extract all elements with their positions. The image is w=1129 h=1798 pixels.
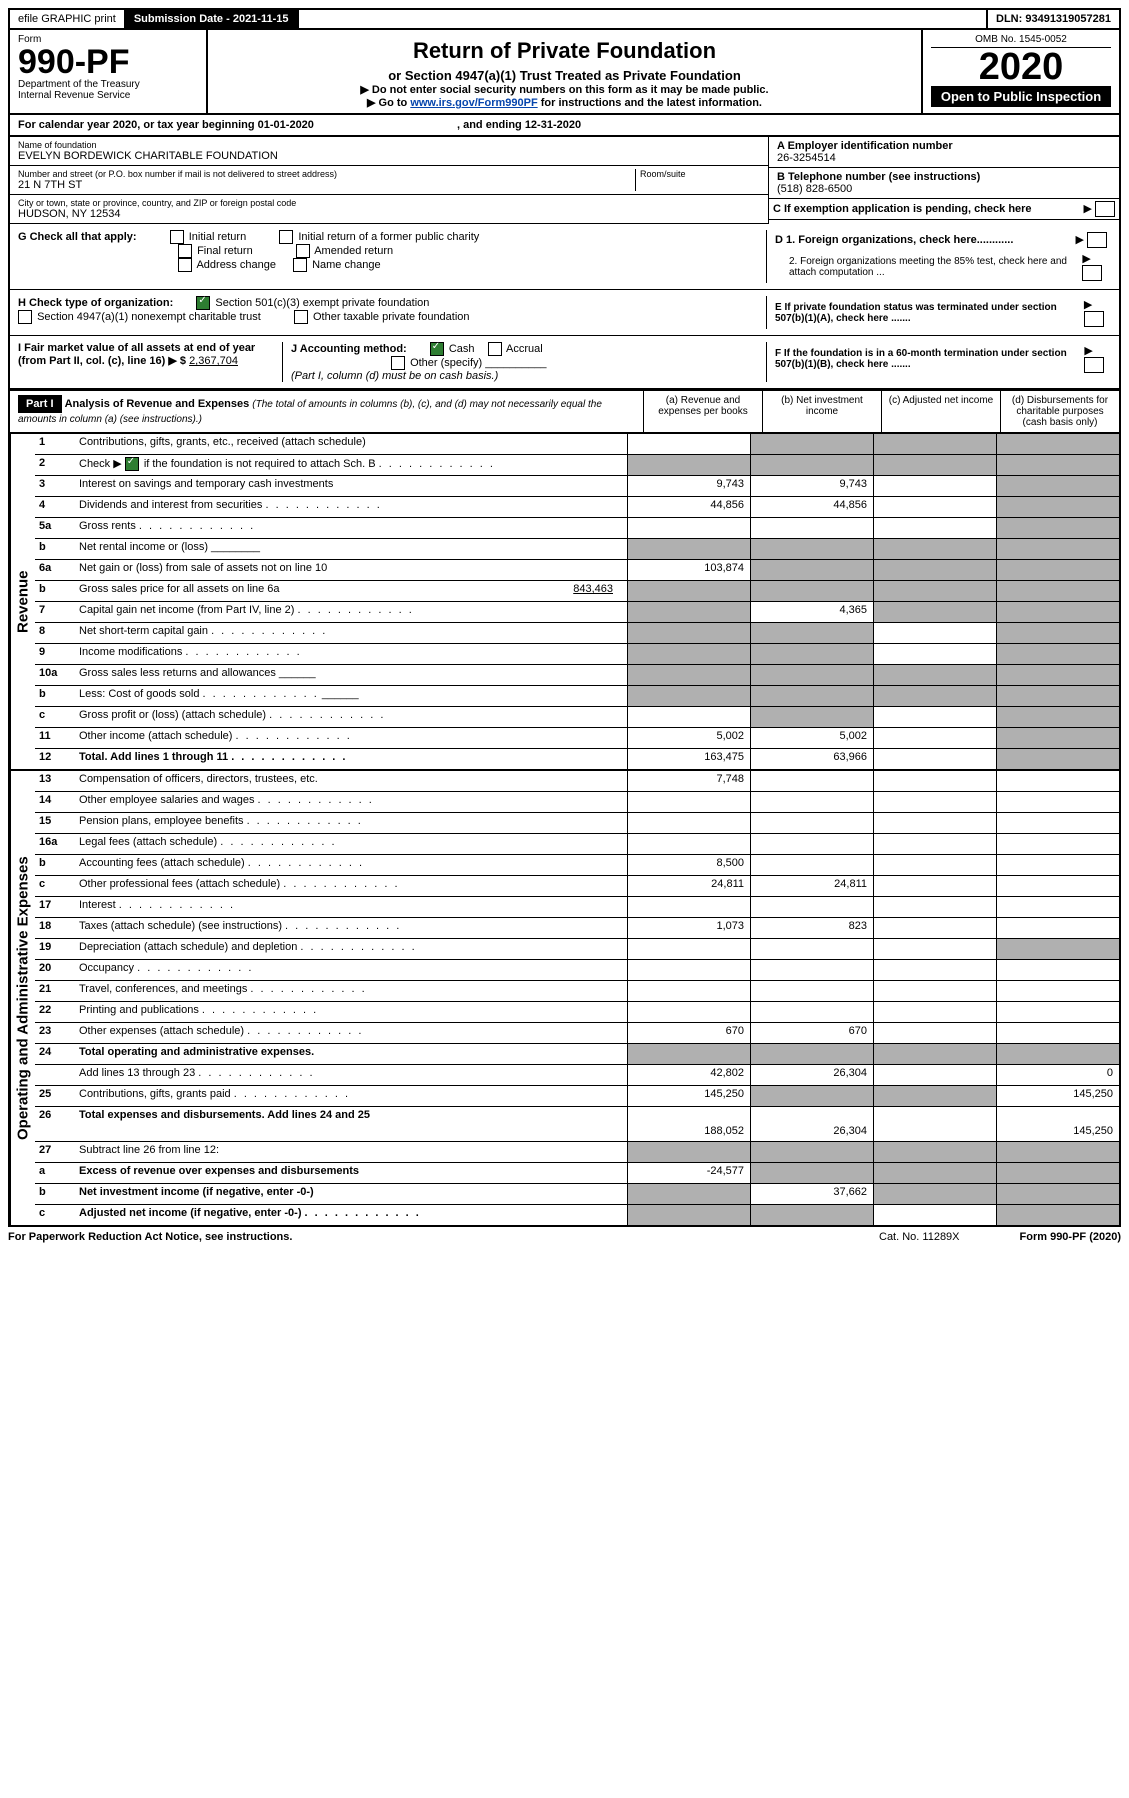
revenue-table: Revenue 1Contributions, gifts, grants, e…	[8, 434, 1121, 771]
j-label: J Accounting method:	[291, 343, 407, 355]
cal-a: For calendar year 2020, or tax year begi…	[18, 119, 314, 131]
calendar-year-row: For calendar year 2020, or tax year begi…	[8, 115, 1121, 137]
note2-pre: ▶ Go to	[367, 97, 410, 109]
cat-no: Cat. No. 11289X	[879, 1231, 960, 1243]
part1-title: Analysis of Revenue and Expenses	[65, 398, 250, 410]
col-b-header: (b) Net investment income	[762, 391, 881, 432]
c-label: C If exemption application is pending, c…	[773, 203, 1032, 215]
form-link[interactable]: www.irs.gov/Form990PF	[410, 97, 537, 109]
e-checkbox[interactable]	[1084, 311, 1104, 327]
e-label: E If private foundation status was termi…	[775, 302, 1084, 324]
f-checkbox[interactable]	[1084, 357, 1104, 373]
open-public: Open to Public Inspection	[931, 86, 1111, 107]
form-footer: Form 990-PF (2020)	[1020, 1231, 1121, 1243]
f-label: F If the foundation is in a 60-month ter…	[775, 348, 1084, 370]
cb-accrual[interactable]	[488, 342, 502, 356]
form-header: Form 990-PF Department of the Treasury I…	[8, 30, 1121, 115]
entity-info: Name of foundation EVELYN BORDEWICK CHAR…	[8, 137, 1121, 224]
footer: For Paperwork Reduction Act Notice, see …	[8, 1227, 1121, 1247]
form-number: 990-PF	[18, 45, 198, 79]
h-label: H Check type of organization:	[18, 297, 173, 309]
paperwork-notice: For Paperwork Reduction Act Notice, see …	[8, 1231, 292, 1243]
d1-label: D 1. Foreign organizations, check here..…	[775, 234, 1013, 246]
irs: Internal Revenue Service	[18, 90, 198, 101]
cb-final[interactable]	[178, 244, 192, 258]
cb-initial[interactable]	[170, 230, 184, 244]
cb-name-change[interactable]	[293, 258, 307, 272]
cal-b: , and ending 12-31-2020	[457, 119, 581, 131]
cb-4947[interactable]	[18, 310, 32, 324]
dept: Department of the Treasury	[18, 79, 198, 90]
fmv-value: 2,367,704	[189, 355, 238, 367]
tel-label: B Telephone number (see instructions)	[777, 171, 1111, 183]
efile-label: efile GRAPHIC print	[10, 10, 126, 28]
expenses-table: Operating and Administrative Expenses 13…	[8, 771, 1121, 1227]
cb-amended[interactable]	[296, 244, 310, 258]
cb-addr-change[interactable]	[178, 258, 192, 272]
d2-checkbox[interactable]	[1082, 265, 1102, 281]
ein-label: A Employer identification number	[777, 140, 1111, 152]
j-note: (Part I, column (d) must be on cash basi…	[291, 370, 498, 382]
cb-cash[interactable]	[430, 342, 444, 356]
col-c-header: (c) Adjusted net income	[881, 391, 1000, 432]
tax-year: 2020	[931, 48, 1111, 86]
d1-checkbox[interactable]	[1087, 232, 1107, 248]
city-label: City or town, state or province, country…	[18, 198, 760, 208]
room-label: Room/suite	[640, 169, 760, 179]
ein-value: 26-3254514	[777, 152, 1111, 164]
efile-header: efile GRAPHIC print Submission Date - 20…	[8, 8, 1121, 30]
c-checkbox[interactable]	[1095, 201, 1115, 217]
g-label: G Check all that apply:	[18, 231, 137, 243]
addr-label: Number and street (or P.O. box number if…	[18, 169, 635, 179]
cb-501c3[interactable]	[196, 296, 210, 310]
cb-initial-former[interactable]	[279, 230, 293, 244]
cb-other-method[interactable]	[391, 356, 405, 370]
gross-sales-6a: 843,463	[573, 583, 613, 595]
revenue-sidebar: Revenue	[10, 434, 35, 769]
form-title: Return of Private Foundation	[216, 38, 913, 64]
cb-schb[interactable]	[125, 457, 139, 471]
city-state-zip: HUDSON, NY 12534	[18, 208, 760, 220]
form-note1: ▶ Do not enter social security numbers o…	[216, 83, 913, 96]
foundation-name: EVELYN BORDEWICK CHARITABLE FOUNDATION	[18, 150, 760, 162]
col-d-header: (d) Disbursements for charitable purpose…	[1000, 391, 1119, 432]
cb-other-taxable[interactable]	[294, 310, 308, 324]
name-label: Name of foundation	[18, 140, 760, 150]
section-h-e: H Check type of organization: Section 50…	[8, 290, 1121, 336]
submission-date: Submission Date - 2021-11-15	[126, 10, 299, 28]
street-address: 21 N 7TH ST	[18, 179, 635, 191]
expenses-sidebar: Operating and Administrative Expenses	[10, 771, 35, 1225]
tel-value: (518) 828-6500	[777, 183, 1111, 195]
note2-post: for instructions and the latest informat…	[538, 97, 762, 109]
section-g-d: G Check all that apply: Initial return I…	[8, 224, 1121, 290]
dln: DLN: 93491319057281	[986, 10, 1119, 28]
d2-label: 2. Foreign organizations meeting the 85%…	[775, 256, 1082, 278]
form-subtitle: or Section 4947(a)(1) Trust Treated as P…	[216, 68, 913, 83]
part1-header: Part I Analysis of Revenue and Expenses …	[8, 390, 1121, 434]
part1-label: Part I	[18, 395, 62, 413]
section-ijf: I Fair market value of all assets at end…	[8, 336, 1121, 390]
col-a-header: (a) Revenue and expenses per books	[643, 391, 762, 432]
